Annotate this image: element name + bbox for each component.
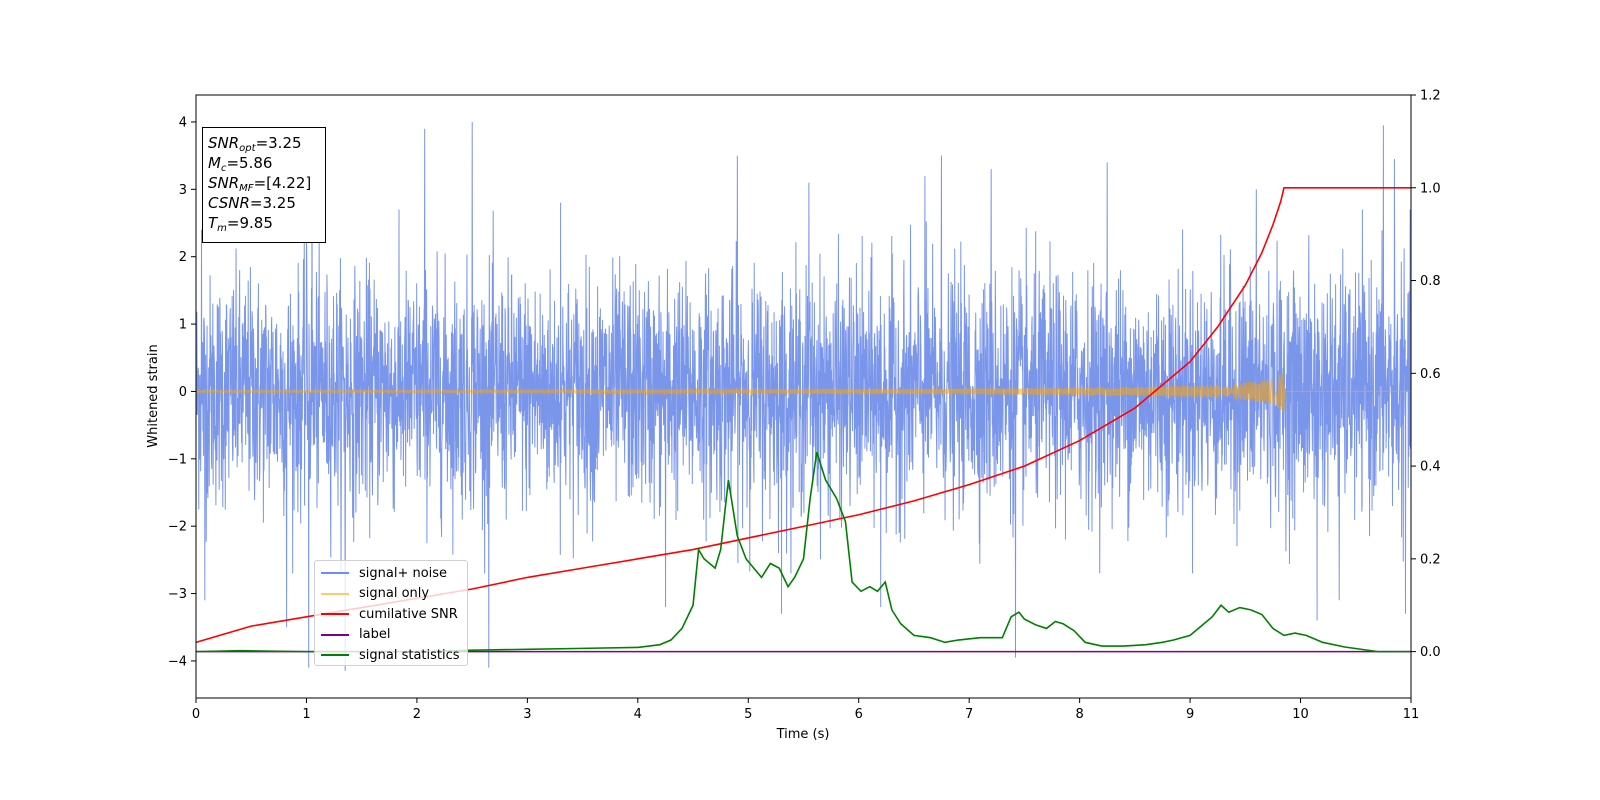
- y-tick-label: 3: [179, 183, 187, 198]
- csnr-symbol: CSNR: [208, 194, 250, 212]
- legend-item: signal+ noise: [321, 563, 467, 584]
- mc-value: =5.86: [226, 154, 273, 172]
- y-tick-label: 2: [179, 250, 187, 265]
- x-tick-label: 4: [634, 707, 642, 722]
- y-right-tick-label: 1.0: [1420, 181, 1441, 196]
- y-axis-right: 0.0 0.2 0.4 0.6 0.8 1.0 1.2: [1411, 89, 1441, 660]
- legend-swatch: [321, 613, 349, 616]
- series-signal-statistics: [195, 451, 1411, 653]
- csnr-value: =3.25: [249, 194, 296, 212]
- series-signal-only: [195, 372, 1411, 412]
- signal-noise-trace: [195, 121, 1412, 672]
- y-tick-label: −3: [168, 587, 187, 602]
- x-tick-label: 0: [192, 707, 200, 722]
- legend-item: signal only: [321, 584, 467, 605]
- y-right-tick-label: 0.0: [1420, 645, 1441, 660]
- y-right-tick-label: 0.8: [1420, 274, 1441, 289]
- y-right-tick-label: 0.6: [1420, 367, 1441, 382]
- y-axis-left: −4 −3 −2 −1 0 1 2 3 4: [168, 115, 196, 669]
- y-tick-label: −4: [168, 654, 187, 669]
- snr-opt-row: SNRopt=3.25: [208, 133, 325, 154]
- x-axis: 0 1 2 3 4 5 6 7 8 9 10 11: [192, 698, 1419, 722]
- mc-row: Mc=5.86: [208, 153, 325, 174]
- y-axis-label: Whitened strain: [146, 344, 161, 447]
- legend-label: signal+ noise: [359, 565, 448, 581]
- legend-item: cumilative SNR: [321, 604, 467, 625]
- x-tick-label: 6: [855, 707, 863, 722]
- plot-frame: [195, 94, 1412, 699]
- tm-row: Tm=9.85: [208, 213, 325, 234]
- tm-subscript: m: [217, 223, 227, 234]
- y-tick-label: 0: [179, 385, 187, 400]
- x-tick-label: 1: [302, 707, 310, 722]
- legend-swatch: [321, 592, 349, 595]
- y-right-tick-label: 0.2: [1420, 552, 1441, 567]
- mc-subscript: c: [220, 163, 227, 174]
- tm-symbol: T: [208, 214, 218, 232]
- x-tick-label: 3: [523, 707, 531, 722]
- snr-mf-value: =[4.22]: [253, 174, 312, 192]
- snr-opt-value: =3.25: [255, 134, 302, 152]
- mc-symbol: M: [208, 154, 221, 172]
- csnr-row: CSNR=3.25: [208, 193, 325, 213]
- legend-item: label: [321, 625, 467, 646]
- metrics-annotation-box: SNRopt=3.25 Mc=5.86 SNRMF=[4.22] CSNR=3.…: [202, 127, 326, 243]
- legend-label: cumilative SNR: [359, 606, 458, 622]
- tm-value: =9.85: [226, 214, 273, 232]
- x-axis-label: Time (s): [776, 727, 830, 742]
- legend-swatch: [321, 654, 349, 657]
- signal-only-trace: [195, 372, 1411, 412]
- series-signal-noise: [195, 121, 1412, 672]
- y-right-tick-label: 0.4: [1420, 460, 1441, 475]
- snr-mf-subscript: MF: [239, 183, 254, 194]
- x-tick-label: 11: [1403, 707, 1420, 722]
- y-tick-label: 1: [179, 318, 187, 333]
- x-tick-label: 7: [965, 707, 973, 722]
- legend-label: signal only: [359, 586, 430, 602]
- y-tick-label: 4: [179, 115, 187, 130]
- x-tick-label: 9: [1186, 707, 1194, 722]
- legend-label: label: [359, 627, 391, 643]
- x-tick-label: 8: [1075, 707, 1083, 722]
- y-tick-label: −1: [168, 452, 187, 467]
- legend-label: signal statistics: [359, 647, 460, 663]
- snr-opt-subscript: opt: [239, 143, 256, 154]
- snr-mf-row: SNRMF=[4.22]: [208, 173, 325, 194]
- legend-item: signal statistics: [321, 645, 467, 666]
- x-tick-label: 5: [744, 707, 752, 722]
- x-tick-label: 2: [413, 707, 421, 722]
- y-right-tick-label: 1.2: [1420, 89, 1441, 104]
- legend-swatch: [321, 572, 349, 575]
- legend: signal+ noise signal only cumilative SNR…: [314, 560, 468, 666]
- snr-opt-symbol: SNR: [208, 134, 240, 152]
- snr-mf-symbol: SNR: [208, 174, 240, 192]
- y-tick-label: −2: [168, 520, 187, 535]
- legend-swatch: [321, 633, 349, 636]
- x-tick-label: 10: [1292, 707, 1309, 722]
